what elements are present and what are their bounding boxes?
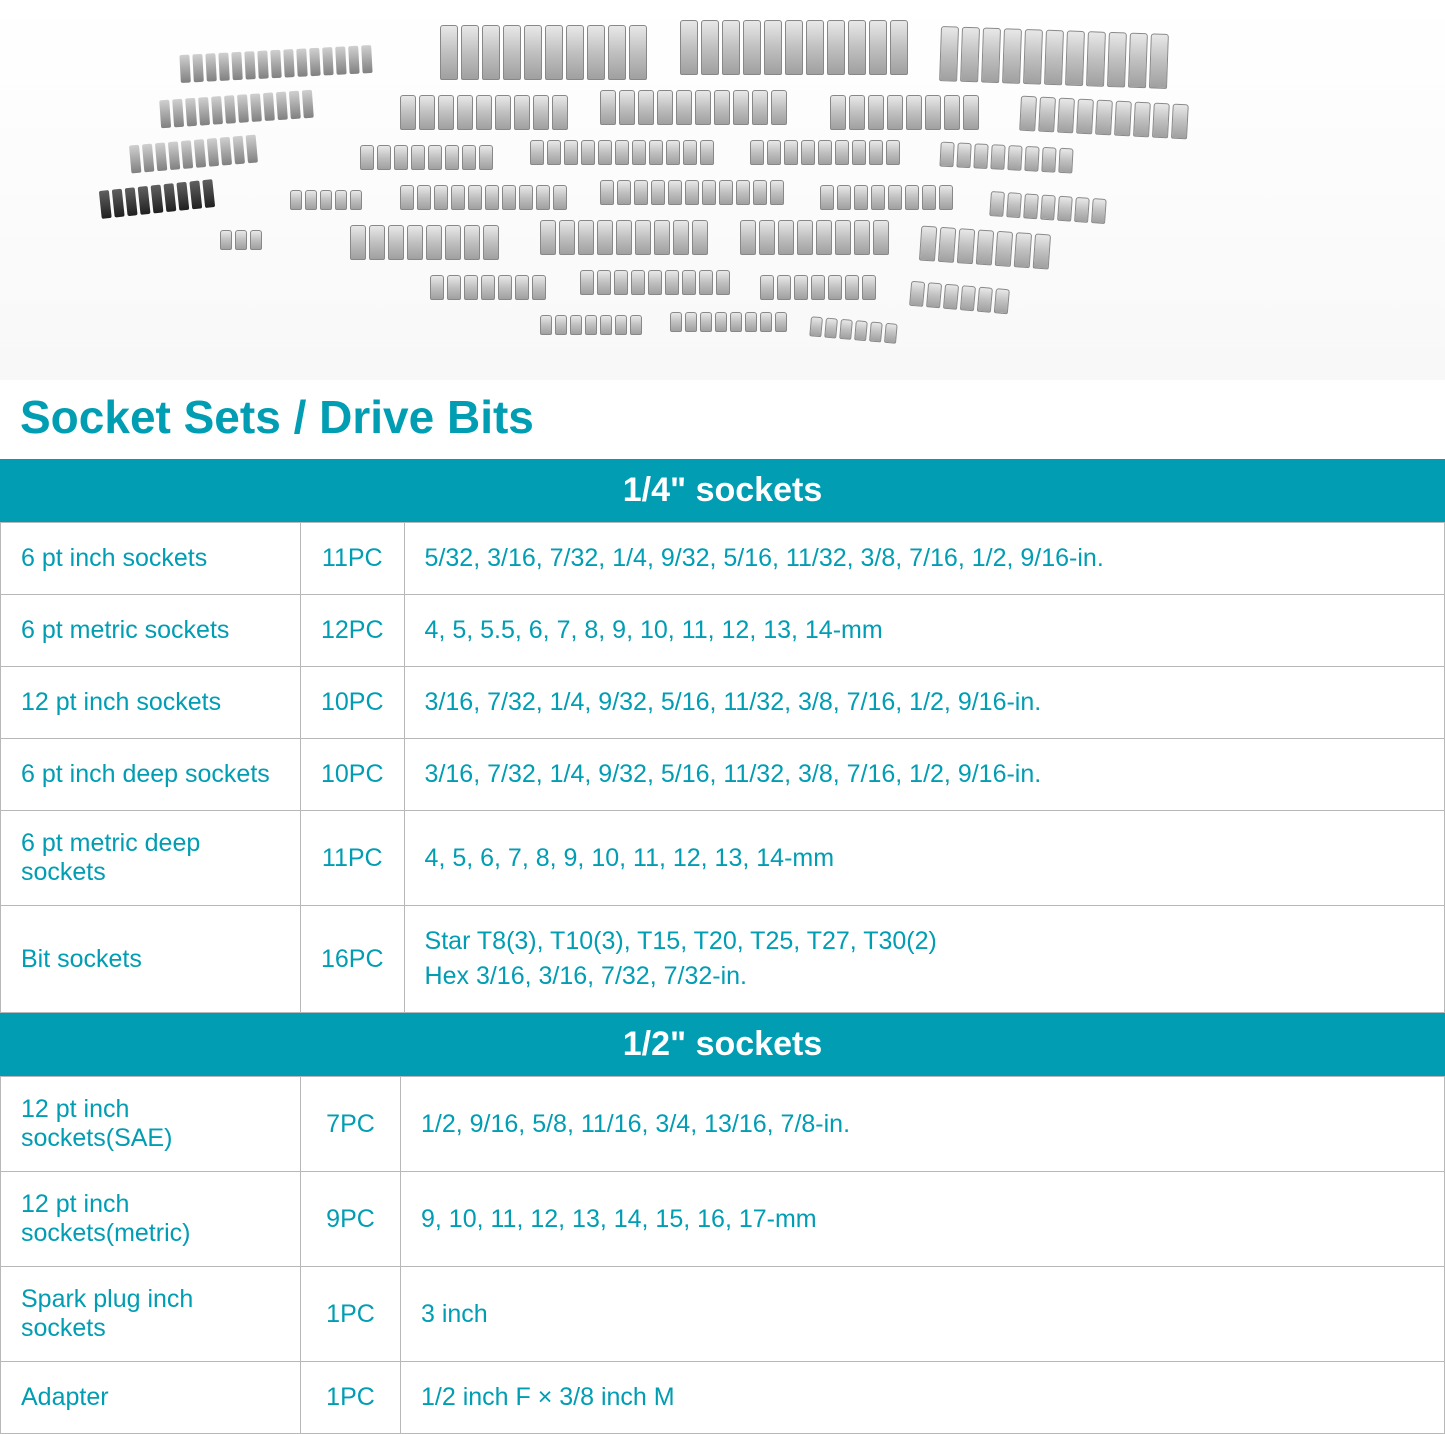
socket-name: 6 pt inch sockets — [1, 523, 301, 595]
socket-sizes: 3 inch — [401, 1267, 1445, 1362]
socket-qty: 1PC — [301, 1362, 401, 1434]
socket-sizes: 4, 5, 6, 7, 8, 9, 10, 11, 12, 13, 14-mm — [404, 811, 1444, 906]
socket-name: 12 pt inch sockets(SAE) — [1, 1077, 301, 1172]
table-row: 6 pt inch deep sockets10PC3/16, 7/32, 1/… — [1, 739, 1445, 811]
socket-qty: 7PC — [301, 1077, 401, 1172]
socket-name: 6 pt metric deep sockets — [1, 811, 301, 906]
table-row: 6 pt inch sockets11PC5/32, 3/16, 7/32, 1… — [1, 523, 1445, 595]
page-title: Socket Sets / Drive Bits — [0, 380, 1445, 459]
socket-qty: 11PC — [301, 811, 405, 906]
table-row: Adapter1PC1/2 inch F × 3/8 inch M — [1, 1362, 1445, 1434]
socket-sizes: 1/2, 9/16, 5/8, 11/16, 3/4, 13/16, 7/8-i… — [401, 1077, 1445, 1172]
socket-name: 12 pt inch sockets(metric) — [1, 1172, 301, 1267]
socket-qty: 10PC — [301, 739, 405, 811]
socket-sizes: 3/16, 7/32, 1/4, 9/32, 5/16, 11/32, 3/8,… — [404, 739, 1444, 811]
table-row: 12 pt inch sockets10PC3/16, 7/32, 1/4, 9… — [1, 667, 1445, 739]
socket-name: 12 pt inch sockets — [1, 667, 301, 739]
socket-sizes: 1/2 inch F × 3/8 inch M — [401, 1362, 1445, 1434]
socket-sizes: 5/32, 3/16, 7/32, 1/4, 9/32, 5/16, 11/32… — [404, 523, 1444, 595]
section-header: 1/4" sockets — [0, 459, 1445, 522]
socket-table: 12 pt inch sockets(SAE)7PC1/2, 9/16, 5/8… — [0, 1076, 1445, 1434]
product-image — [0, 0, 1445, 380]
table-row: Spark plug inch sockets1PC3 inch — [1, 1267, 1445, 1362]
socket-name: Spark plug inch sockets — [1, 1267, 301, 1362]
socket-qty: 10PC — [301, 667, 405, 739]
socket-qty: 16PC — [301, 906, 405, 1013]
socket-name: Adapter — [1, 1362, 301, 1434]
socket-qty: 12PC — [301, 595, 405, 667]
table-row: 6 pt metric sockets12PC4, 5, 5.5, 6, 7, … — [1, 595, 1445, 667]
socket-sizes: 3/16, 7/32, 1/4, 9/32, 5/16, 11/32, 3/8,… — [404, 667, 1444, 739]
socket-table: 6 pt inch sockets11PC5/32, 3/16, 7/32, 1… — [0, 522, 1445, 1013]
socket-name: Bit sockets — [1, 906, 301, 1013]
socket-sizes: 9, 10, 11, 12, 13, 14, 15, 16, 17-mm — [401, 1172, 1445, 1267]
socket-sizes: 4, 5, 5.5, 6, 7, 8, 9, 10, 11, 12, 13, 1… — [404, 595, 1444, 667]
table-row: 6 pt metric deep sockets11PC4, 5, 6, 7, … — [1, 811, 1445, 906]
socket-name: 6 pt inch deep sockets — [1, 739, 301, 811]
table-row: 12 pt inch sockets(metric)9PC9, 10, 11, … — [1, 1172, 1445, 1267]
socket-qty: 11PC — [301, 523, 405, 595]
sockets-table-container: 1/4" sockets6 pt inch sockets11PC5/32, 3… — [0, 459, 1445, 1434]
section-header: 1/2" sockets — [0, 1013, 1445, 1076]
socket-qty: 9PC — [301, 1172, 401, 1267]
socket-name: 6 pt metric sockets — [1, 595, 301, 667]
table-row: Bit sockets16PCStar T8(3), T10(3), T15, … — [1, 906, 1445, 1013]
socket-sizes: Star T8(3), T10(3), T15, T20, T25, T27, … — [404, 906, 1444, 1013]
socket-qty: 1PC — [301, 1267, 401, 1362]
table-row: 12 pt inch sockets(SAE)7PC1/2, 9/16, 5/8… — [1, 1077, 1445, 1172]
